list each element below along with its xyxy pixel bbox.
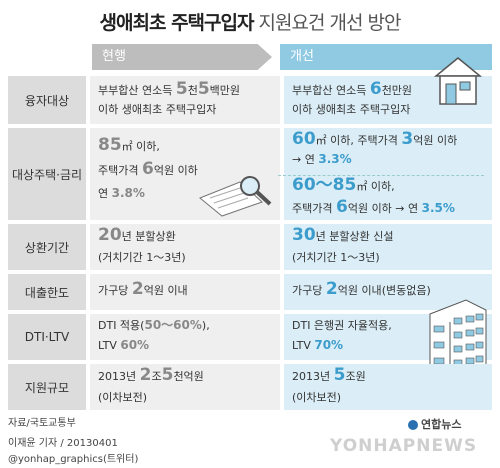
- improved-cell: 부부합산 연소득 6천만원 이하 생애최초 주택구입자: [284, 57, 492, 124]
- row-label: DTI·LTV: [8, 314, 86, 360]
- improved-cell: 60㎡ 이하, 주택가격 3억원 이하 → 연 3.3% 60～85㎡ 이하, …: [284, 128, 492, 220]
- twitter-handle: @yonhap_graphics(트위터): [8, 454, 139, 465]
- watermark: YONHAPNEWS: [330, 436, 478, 456]
- current-cell: 가구당 2억원 이내: [90, 274, 280, 310]
- header-current: 현행: [92, 44, 272, 70]
- row-label: 대출한도: [8, 274, 86, 310]
- header-improved: 개선: [280, 44, 492, 70]
- improved-cell: 30년 분할상환 신설 (거치기간 1～3년): [284, 224, 492, 270]
- row-loan-limit: 대출한도 가구당 2억원 이내 가구당 2억원 이내(변동없음): [8, 274, 492, 310]
- current-cell: DTI 적용(50～60%), LTV 60%: [90, 314, 280, 360]
- dashed-divider: [278, 175, 484, 176]
- row-support-scale: 지원규모 2013년 2조5천억원 (이차보전) 2013년 5조원 (이차보전…: [8, 364, 492, 410]
- house-icon: [433, 57, 483, 105]
- current-cell: 85㎡ 이하, 주택가격 6억원 이하 연 3.8%: [90, 128, 280, 220]
- current-cell: 부부합산 연소득 5천5백만원 이하 생애최초 주택구입자: [90, 76, 280, 124]
- improved-cell: 2013년 5조원 (이차보전): [284, 364, 492, 410]
- row-label: 지원규모: [8, 364, 86, 410]
- row-label: 융자대상: [8, 76, 86, 124]
- magnifier-document-icon: [199, 176, 272, 217]
- apartment-building-icon: [429, 299, 487, 381]
- row-label: 상환기간: [8, 224, 86, 270]
- source-note: 자료/국토교통부: [8, 418, 76, 429]
- row-label: 대상주택·금리: [8, 128, 86, 220]
- yonhap-logo: 연합뉴스: [408, 416, 461, 432]
- current-cell: 2013년 2조5천억원 (이차보전): [90, 364, 280, 410]
- page-title: 생애최초 주택구입자 지원요건 개선 방안: [99, 12, 402, 34]
- logo-icon: [408, 420, 418, 430]
- current-cell: 20년 분할상환 (거치기간 1～3년): [90, 224, 280, 270]
- row-repayment-period: 상환기간 20년 분할상환 (거치기간 1～3년) 30년 분할상환 신설 (거…: [8, 224, 492, 270]
- row-loan-target: 융자대상 부부합산 연소득 5천5백만원 이하 생애최초 주택구입자 부부합산 …: [8, 57, 492, 124]
- byline: 이재윤 기자 / 20130401: [8, 438, 118, 449]
- improved-cell: DTI 은행권 자율적용, LTV 70%: [284, 299, 492, 381]
- row-dti-ltv: DTI·LTV DTI 적용(50～60%), LTV 60% DTI 은행권 …: [8, 299, 492, 381]
- row-housing-rate: 대상주택·금리 85㎡ 이하, 주택가격 6억원 이하 연 3.8% 60㎡ 이…: [8, 128, 492, 220]
